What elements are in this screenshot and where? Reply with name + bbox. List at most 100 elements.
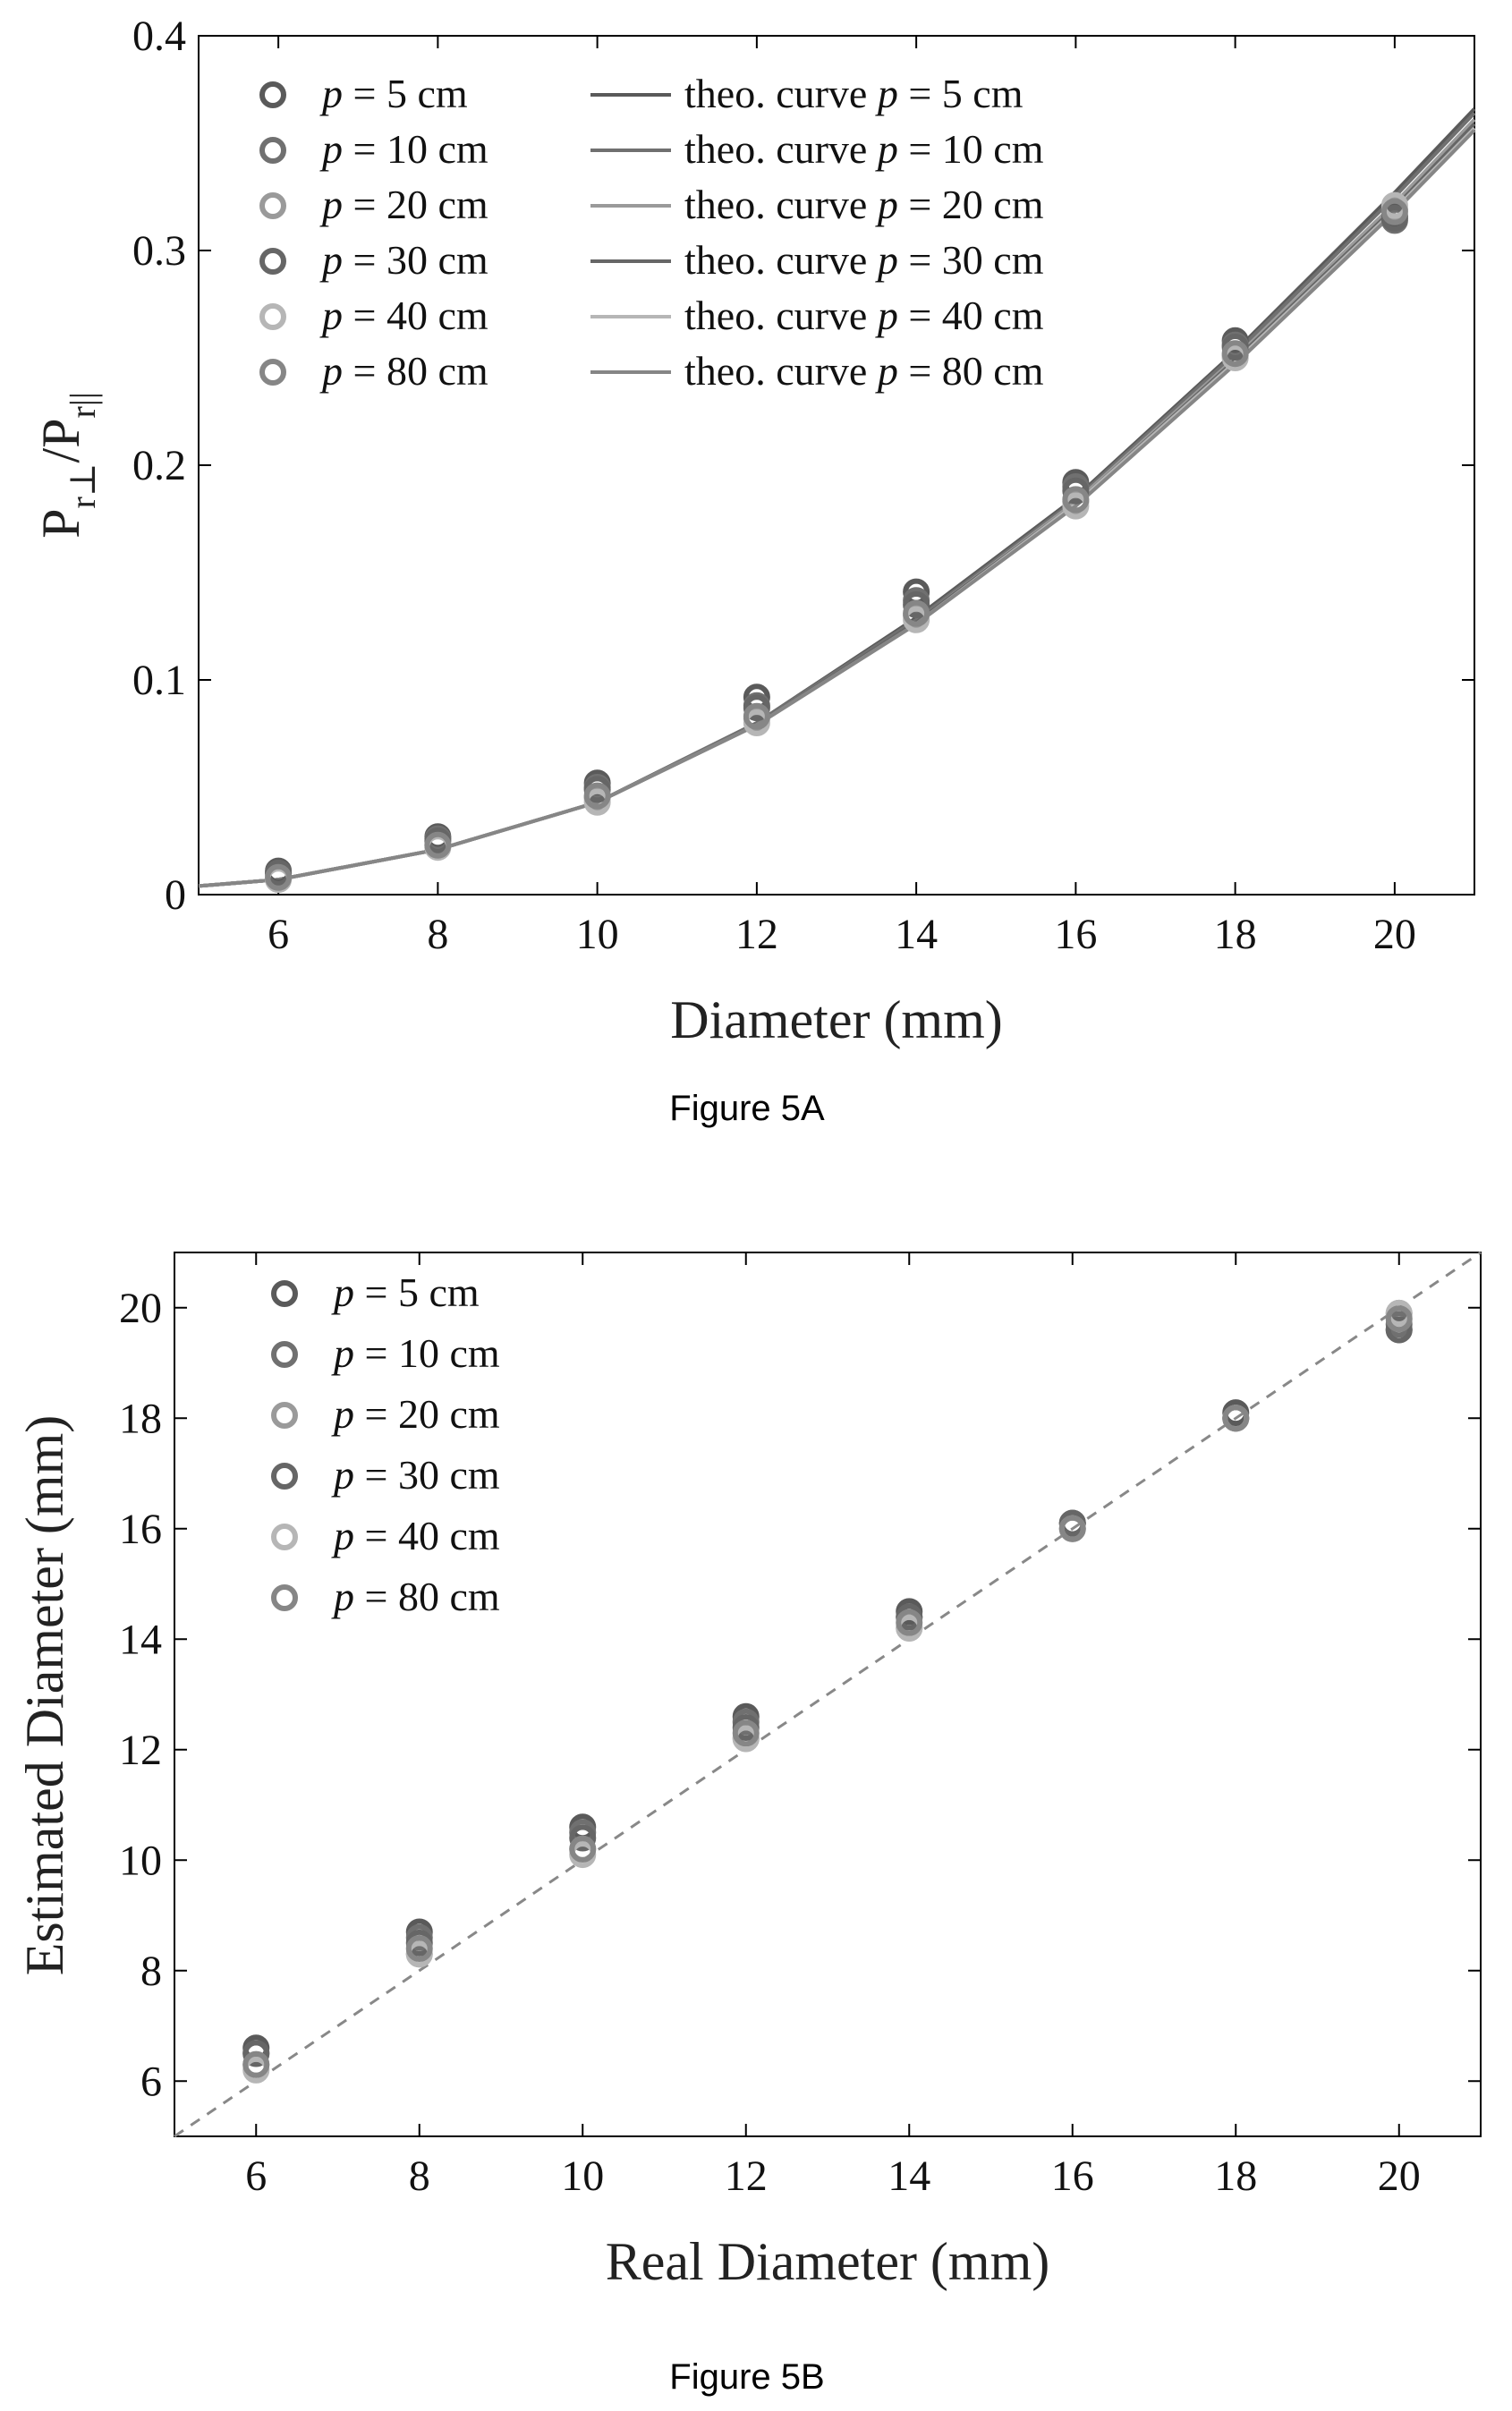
- data-point: [1385, 1316, 1413, 1344]
- data-point: [903, 591, 930, 618]
- y-tick-label: 10: [119, 1837, 162, 1884]
- x-tick-label: 10: [561, 2152, 604, 2200]
- data-point: [259, 303, 286, 330]
- legend-label: p = 80 cm: [331, 1574, 500, 1619]
- data-point: [1380, 198, 1408, 225]
- y-label-sub1: r⊥: [63, 463, 103, 509]
- data-point: [732, 1719, 760, 1747]
- legend-label-value: = 40 cm: [354, 1513, 500, 1558]
- plot-frame: [174, 1252, 1482, 2137]
- y-tick-label: 0.1: [132, 657, 186, 704]
- x-tick-label: 20: [1378, 2152, 1421, 2200]
- legend-curve-variable: p: [875, 237, 898, 283]
- reference-line: [174, 1251, 1482, 2138]
- legend-curve-prefix: theo. curve: [684, 182, 878, 227]
- data-point: [569, 1824, 597, 1852]
- legend-curve-label: theo. curve p = 80 cm: [684, 348, 1044, 394]
- x-tick-label: 14: [895, 911, 938, 958]
- legend-label: p = 20 cm: [319, 182, 488, 227]
- x-tick-label: 12: [735, 911, 778, 958]
- legend-label-variable: p: [331, 1452, 354, 1498]
- y-tick-label: 0: [165, 871, 186, 919]
- x-tick-label: 8: [409, 2152, 430, 2200]
- y-tick-label: 6: [140, 2058, 162, 2105]
- theo-curve-line: [199, 131, 1474, 887]
- legend-curve-variable: p: [875, 71, 898, 116]
- legend-label-value: = 30 cm: [354, 1452, 500, 1498]
- data-point: [1058, 1515, 1086, 1542]
- legend-curve-label: theo. curve p = 5 cm: [684, 71, 1024, 116]
- legend-label: p = 40 cm: [331, 1513, 500, 1558]
- data-point: [1062, 477, 1090, 505]
- legend-curve-value: = 30 cm: [898, 237, 1044, 283]
- data-point: [1385, 1305, 1413, 1333]
- x-tick-label: 18: [1214, 911, 1257, 958]
- legend-label-value: = 20 cm: [354, 1391, 500, 1437]
- data-point: [259, 137, 286, 164]
- legend-curve-label: theo. curve p = 40 cm: [684, 293, 1044, 338]
- legend-curve-value: = 10 cm: [898, 126, 1044, 172]
- legend-label-variable: p: [331, 1269, 354, 1315]
- x-tick-label: 16: [1054, 911, 1097, 958]
- y-tick-label: 12: [119, 1727, 162, 1774]
- legend-label: p = 40 cm: [319, 293, 488, 338]
- legend-label-variable: p: [331, 1330, 354, 1376]
- y-tick-label: 16: [119, 1506, 162, 1553]
- legend-label: p = 20 cm: [331, 1391, 500, 1437]
- legend-label-variable: p: [319, 126, 343, 172]
- y-axis-label-text: Pr⊥/Pr||: [31, 392, 103, 539]
- legend-curve-variable: p: [875, 182, 898, 227]
- legend-label-variable: p: [319, 293, 343, 338]
- data-point: [1222, 1405, 1250, 1432]
- legend-curve-label: theo. curve p = 20 cm: [684, 182, 1044, 227]
- legend-label-variable: p: [331, 1574, 354, 1619]
- x-tick-label: 8: [427, 911, 448, 958]
- legend-curve-label: theo. curve p = 30 cm: [684, 237, 1044, 283]
- x-tick-label: 12: [725, 2152, 768, 2200]
- legend-curve-variable: p: [875, 293, 898, 338]
- legend-label-value: = 5 cm: [354, 1269, 480, 1315]
- x-tick-label: 16: [1051, 2152, 1094, 2200]
- legend-label-variable: p: [331, 1391, 354, 1437]
- y-tick-label: 0.3: [132, 227, 186, 275]
- y-tick-label: 0.4: [132, 13, 186, 60]
- data-point: [259, 81, 286, 108]
- y-label-p1: P: [31, 508, 90, 538]
- legend-curve-prefix: theo. curve: [684, 348, 878, 394]
- data-point: [903, 599, 930, 627]
- data-point: [271, 1524, 298, 1550]
- legend-label-variable: p: [319, 237, 343, 283]
- legend-label-value: = 10 cm: [343, 126, 488, 172]
- legend-label: p = 30 cm: [331, 1452, 500, 1498]
- data-point: [271, 1402, 298, 1429]
- legend-label: p = 30 cm: [319, 237, 488, 283]
- legend-label-value: = 20 cm: [343, 182, 488, 227]
- data-point: [259, 248, 286, 275]
- y-tick-label: 18: [119, 1395, 162, 1442]
- x-axis-label: Diameter (mm): [670, 990, 1003, 1049]
- x-tick-label: 18: [1214, 2152, 1257, 2200]
- data-point: [1221, 340, 1249, 368]
- legend-curve-variable: p: [875, 126, 898, 172]
- legend-curve-prefix: theo. curve: [684, 126, 878, 172]
- legend-label-value: = 80 cm: [343, 348, 488, 394]
- data-point: [265, 863, 293, 891]
- legend-curve-prefix: theo. curve: [684, 293, 878, 338]
- legend-label-value: = 5 cm: [343, 71, 468, 116]
- y-label-sub2: r||: [63, 392, 103, 418]
- data-point: [743, 694, 770, 722]
- figure-caption: Figure 5B: [669, 2357, 824, 2397]
- y-tick-label: 8: [140, 1948, 162, 1995]
- legend-label: p = 5 cm: [319, 71, 468, 116]
- data-point: [271, 1280, 298, 1307]
- legend-label: p = 5 cm: [331, 1269, 480, 1315]
- data-point: [743, 702, 770, 730]
- legend-label: p = 10 cm: [331, 1330, 500, 1376]
- data-point: [242, 2040, 270, 2067]
- legend-label-variable: p: [331, 1513, 354, 1558]
- legend-curve-value: = 20 cm: [898, 182, 1044, 227]
- legend-label-value: = 10 cm: [354, 1330, 500, 1376]
